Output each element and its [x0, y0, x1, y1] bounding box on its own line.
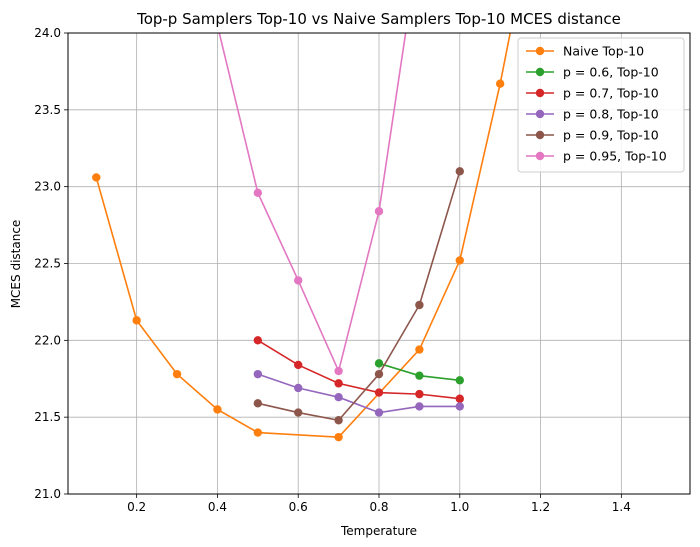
data-point [374, 388, 384, 397]
legend-marker [535, 130, 545, 140]
x-tick-label: 0.6 [289, 500, 308, 514]
series-line [218, 33, 407, 374]
series-3 [253, 336, 464, 403]
y-tick-label: 23.0 [34, 180, 61, 194]
series-layer [92, 33, 512, 442]
data-point [334, 432, 343, 442]
legend-item: p = 0.7, Top-10 [526, 86, 659, 101]
legend-label: p = 0.8, Top-10 [563, 107, 659, 122]
data-point [92, 173, 101, 182]
legend-item: p = 0.9, Top-10 [526, 128, 659, 143]
data-point [213, 405, 222, 414]
x-tick-label: 0.2 [127, 500, 146, 514]
x-tick-label: 0.8 [369, 500, 388, 514]
data-point [415, 371, 424, 380]
y-tick-label: 23.5 [34, 103, 61, 117]
data-point [455, 376, 464, 385]
y-tick-label: 22.0 [34, 333, 61, 347]
y-axis-label: MCES distance [9, 220, 23, 309]
data-point [455, 167, 464, 176]
x-tick-label: 1.0 [450, 500, 469, 514]
data-point [415, 300, 424, 310]
y-tick-label: 24.0 [34, 26, 61, 40]
legend-marker [535, 109, 545, 119]
data-point [334, 379, 343, 388]
y-tick-label: 22.5 [34, 257, 61, 271]
data-point [132, 316, 141, 325]
data-point [374, 359, 384, 368]
data-point [294, 276, 303, 285]
series-6 [218, 33, 407, 376]
legend-marker [535, 46, 545, 56]
legend-label: Naive Top-10 [563, 44, 644, 59]
x-axis-label: Temperature [340, 524, 417, 538]
series-2 [374, 359, 464, 385]
series-line [257, 171, 461, 422]
series-line [95, 33, 512, 438]
chart-title: Top-p Samplers Top-10 vs Naive Samplers … [136, 10, 621, 28]
data-point [495, 79, 505, 88]
legend: Naive Top-10 p = 0.6, Top-10 p = 0.7, Top-… [517, 37, 685, 173]
legend-label: p = 0.9, Top-10 [563, 128, 659, 143]
series-1 [92, 33, 512, 442]
x-tick-label: 0.4 [208, 500, 227, 514]
data-point [294, 360, 303, 370]
legend-marker [535, 88, 545, 98]
ticks: 0.2 0.4 0.6 0.8 1.0 1.2 1.4 21.0 21.5 22.0 22.5 23.… [34, 26, 631, 514]
data-point [253, 399, 263, 408]
data-point [455, 256, 464, 265]
data-point [415, 402, 424, 411]
data-point [253, 369, 263, 379]
legend-label: p = 0.7, Top-10 [563, 86, 659, 101]
legend-label: p = 0.6, Top-10 [563, 65, 659, 80]
y-tick-label: 21.5 [34, 410, 61, 424]
data-point [415, 345, 424, 354]
series-5 [253, 167, 464, 425]
data-point [374, 369, 384, 379]
data-point [253, 188, 263, 198]
data-point [253, 428, 263, 437]
legend-item: Naive Top-10 [526, 44, 644, 59]
series-line [257, 373, 460, 414]
data-point [294, 383, 303, 393]
legend-marker [535, 67, 545, 77]
data-point [334, 392, 343, 402]
legend-item: p = 0.95, Top-10 [526, 149, 667, 164]
data-point [334, 416, 343, 425]
data-point [374, 207, 384, 216]
x-tick-label: 1.4 [612, 500, 631, 514]
y-tick-label: 21.0 [34, 487, 61, 501]
x-tick-label: 1.2 [531, 500, 550, 514]
data-point [172, 369, 182, 379]
data-point [334, 366, 343, 376]
data-point [455, 394, 464, 403]
series-line [257, 339, 460, 400]
data-point [455, 402, 464, 411]
data-point [415, 389, 424, 399]
legend-item: p = 0.8, Top-10 [526, 107, 659, 122]
data-point [253, 336, 263, 345]
data-point [374, 408, 384, 417]
legend-box [517, 37, 685, 173]
data-point [294, 408, 303, 417]
legend-label: p = 0.95, Top-10 [563, 149, 667, 164]
legend-marker [535, 151, 545, 161]
legend-item: p = 0.6, Top-10 [526, 65, 659, 80]
series-4 [253, 369, 464, 417]
